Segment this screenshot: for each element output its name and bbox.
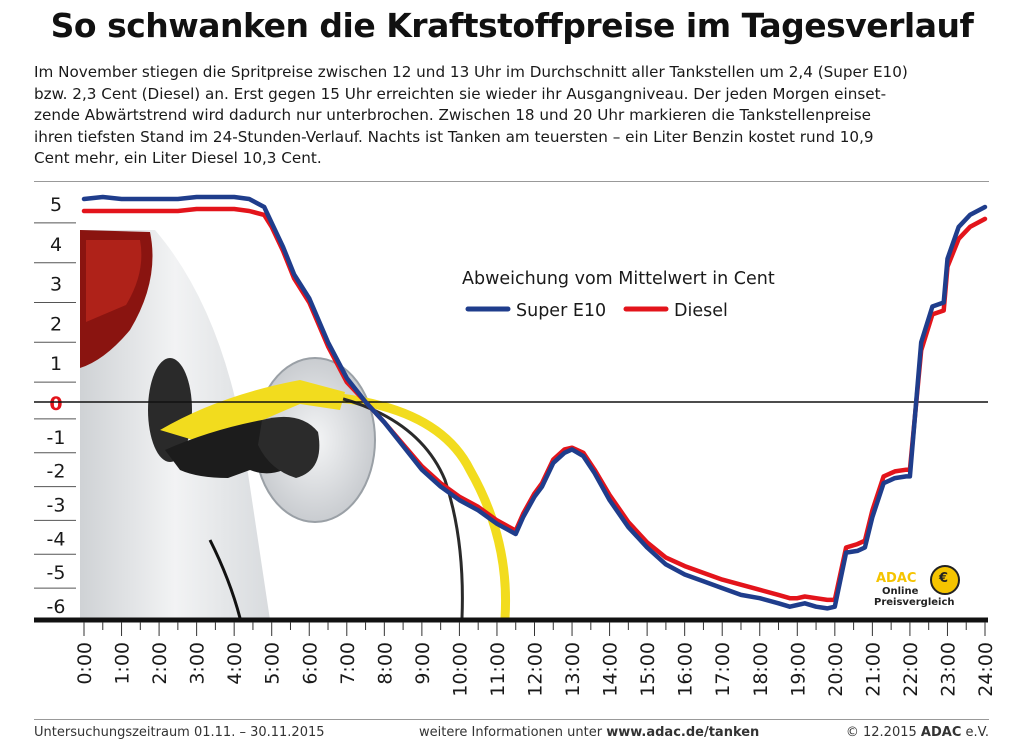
legend: Abweichung vom Mittelwert in Cent Super E… — [462, 269, 775, 321]
y-tick-label: -6 — [47, 596, 66, 618]
price-chart: 5 4 3 2 1 0 -1 -2 -3 -4 -5 -6 0:00 1:00 2:00 3:00 4:00 5… — [34, 194, 997, 697]
x-tick-label: 21:00 — [862, 642, 884, 697]
y-tick-label: 0 — [49, 393, 62, 415]
x-tick-label: 22:00 — [900, 642, 922, 697]
fuel-nozzle-illustration — [80, 230, 511, 620]
y-tick-label: -3 — [47, 495, 66, 517]
chart-title: So schwanken die Kraftstoffpreise im Tag… — [50, 6, 974, 45]
y-tick-label: 4 — [50, 234, 62, 256]
footer-info: weitere Informationen unter www.adac.de/… — [419, 725, 759, 740]
copyright-brand: ADAC — [920, 725, 962, 740]
hose-curve — [339, 393, 511, 619]
x-tick-label: 0:00 — [74, 642, 96, 685]
x-tick-label: 4:00 — [224, 642, 246, 685]
y-axis: 5 4 3 2 1 0 -1 -2 -3 -4 -5 -6 — [34, 194, 988, 618]
x-axis: 0:00 1:00 2:00 3:00 4:00 5:00 6:00 7:00 8:00 9:00… — [34, 617, 997, 697]
x-tick-label: 23:00 — [937, 642, 959, 697]
footer-period: Untersuchungszeitraum 01.11. – 30.11.201… — [34, 725, 325, 740]
x-tick-label: 18:00 — [750, 642, 772, 697]
intro-line: ihren tiefsten Stand im 24-Stunden-Verla… — [34, 127, 874, 146]
x-tick-label: 10:00 — [449, 642, 471, 697]
x-tick-label: 15:00 — [637, 642, 659, 697]
y-tick-label: 1 — [50, 353, 62, 375]
y-tick-label: 3 — [50, 274, 62, 296]
intro-line: Im November stiegen die Spritpreise zwis… — [34, 63, 908, 81]
nozzle-grip — [160, 380, 345, 445]
intro-text: Im November stiegen die Spritpreise zwis… — [34, 62, 994, 170]
intro-divider — [34, 181, 989, 182]
x-tick-label: 17:00 — [712, 642, 734, 697]
x-tick-label: 2:00 — [149, 642, 171, 685]
x-tick-label: 24:00 — [975, 642, 997, 697]
footer-link[interactable]: www.adac.de/tanken — [606, 725, 760, 740]
footer-divider — [34, 719, 989, 720]
footer-info-prefix: weitere Informationen unter — [419, 725, 607, 740]
y-tick-label: -2 — [47, 461, 66, 483]
x-tick-label: 9:00 — [412, 642, 434, 685]
x-tick-label: 8:00 — [374, 642, 396, 685]
cable — [208, 539, 242, 619]
x-tick-label: 3:00 — [187, 642, 209, 685]
x-tick-label: 7:00 — [337, 642, 359, 685]
badge-line-online: Online — [882, 586, 919, 597]
legend-title: Abweichung vom Mittelwert in Cent — [462, 269, 775, 289]
y-tick-label: -1 — [47, 427, 66, 449]
badge-brand: ADAC — [876, 571, 917, 586]
y-tick-label: 2 — [50, 313, 62, 335]
y-tick-label: -4 — [47, 528, 66, 550]
x-tick-label: 14:00 — [600, 642, 622, 697]
x-tick-label: 16:00 — [675, 642, 697, 697]
y-tick-label: 5 — [50, 194, 62, 216]
hose-dark — [339, 396, 464, 619]
intro-line: zende Abwärtstrend wird dadurch nur unte… — [34, 106, 871, 124]
adac-price-badge: ADAC Online Preisvergleich € — [872, 565, 960, 615]
x-tick-label: 20:00 — [825, 642, 847, 697]
copyright-prefix: © 12.2015 — [845, 725, 921, 740]
euro-symbol: € — [939, 571, 949, 586]
nozzle-trigger — [258, 416, 320, 478]
footer-copyright: © 12.2015 ADAC e.V. — [846, 725, 989, 740]
footer: Untersuchungszeitraum 01.11. – 30.11.201… — [34, 719, 989, 745]
x-tick-label: 13:00 — [562, 642, 584, 697]
intro-line: bzw. 2,3 Cent (Diesel) an. Erst gegen 15… — [34, 84, 887, 103]
x-tick-label: 1:00 — [112, 642, 134, 685]
x-tick-label: 11:00 — [487, 642, 509, 697]
euro-pump-icon: € — [930, 565, 960, 595]
x-tick-label: 6:00 — [299, 642, 321, 685]
x-tick-label: 5:00 — [262, 642, 284, 685]
series-group — [81, 194, 988, 611]
copyright-suffix: e.V. — [961, 725, 990, 740]
x-tick-label: 19:00 — [787, 642, 809, 697]
intro-line: Cent mehr, ein Liter Diesel 10,3 Cent. — [34, 149, 322, 167]
legend-label: Super E10 — [516, 301, 606, 321]
legend-label: Diesel — [674, 301, 728, 321]
badge-line-preisvergleich: Preisvergleich — [874, 597, 955, 608]
series-line-super-e10 — [81, 194, 988, 611]
taillight-highlight — [86, 240, 142, 322]
x-tick-label: 12:00 — [525, 642, 547, 697]
y-tick-label: -5 — [47, 562, 66, 584]
